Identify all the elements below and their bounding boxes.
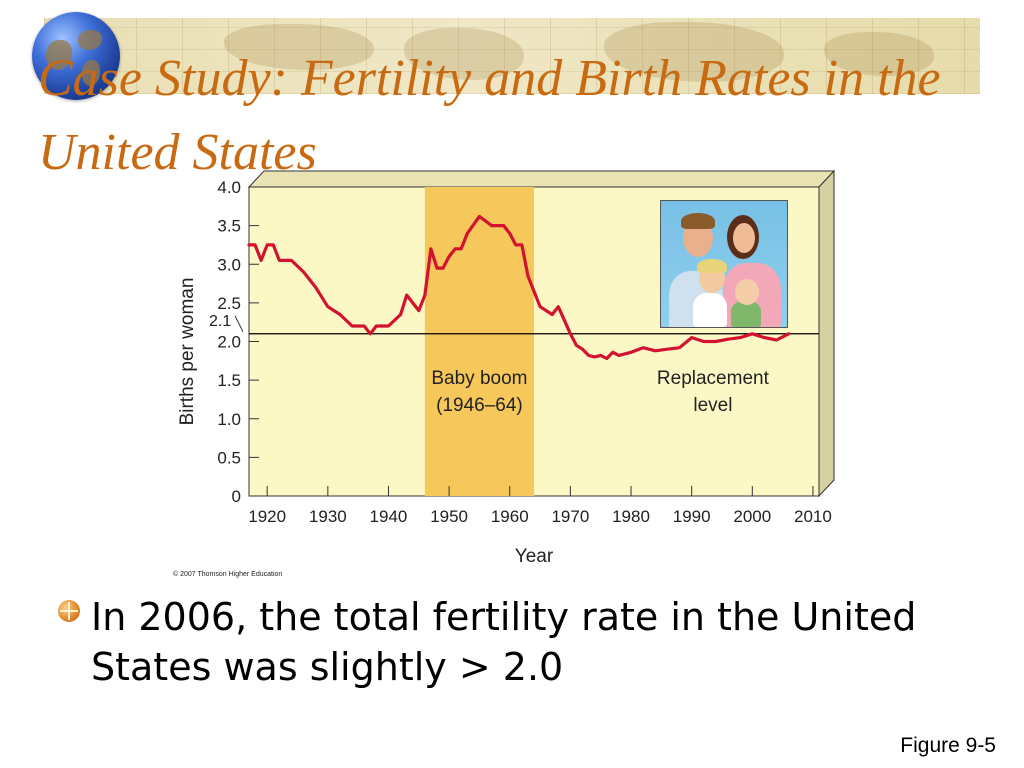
- y-tick-label: 3.0: [217, 255, 241, 274]
- y-axis-title: Births per woman: [177, 278, 198, 426]
- x-tick-label: 1920: [248, 507, 286, 526]
- x-tick-label: 1980: [612, 507, 650, 526]
- x-axis: 1920 1930 1940 1950 1960 1970 1980 1990 2000 2010: [248, 486, 832, 526]
- x-tick-label: 1950: [430, 507, 468, 526]
- y-tick-label: 3.5: [217, 217, 241, 236]
- y-tick-label: 4.0: [217, 178, 241, 197]
- x-tick-label: 1970: [551, 507, 589, 526]
- fertility-chart: 00.51.01.52.02.53.03.54.0 1920 1930 1940 19…: [177, 169, 836, 567]
- y-tick-label: 2.0: [217, 333, 241, 352]
- y-tick-label: 0: [232, 487, 241, 506]
- x-axis-title: Year: [515, 546, 554, 567]
- replacement-level-leader: [234, 315, 244, 332]
- replacement-level-label-line2: level: [693, 395, 732, 416]
- family-photo: [660, 200, 788, 328]
- x-tick-label: 1940: [370, 507, 408, 526]
- y-tick-label: 2.5: [217, 294, 241, 313]
- replacement-level-value-label: 2.1: [209, 313, 231, 330]
- baby-boom-years-label: (1946–64): [436, 395, 523, 416]
- x-tick-label: 1960: [491, 507, 529, 526]
- bullet-text: In 2006, the total fertility rate in the…: [91, 595, 917, 689]
- y-axis: 0 0.5 1.0 1.5 2.0 2.5 3.0 3.5 4.0: [217, 178, 259, 506]
- y-tick-label: 0.5: [217, 448, 241, 467]
- x-tick-label: 2000: [733, 507, 771, 526]
- baby-boom-label: Baby boom: [431, 368, 527, 389]
- x-tick-label: 1990: [673, 507, 711, 526]
- x-tick-label: 1930: [309, 507, 347, 526]
- baby-boom-band: [424, 187, 534, 496]
- y-tick-label: 1.0: [217, 410, 241, 429]
- frame-top: [247, 170, 836, 188]
- slide-title: Case Study: Fertility and Birth Rates in…: [38, 50, 941, 181]
- replacement-level-label: Replacement: [657, 368, 770, 389]
- globe-icon: [32, 12, 120, 100]
- title-banner: [44, 18, 980, 94]
- y-tick-label: 1.5: [217, 371, 241, 390]
- copyright-note: © 2007 Thomson Higher Education: [173, 571, 283, 578]
- figure-label: Figure 9-5: [900, 734, 996, 757]
- frame-side: [818, 169, 835, 498]
- bullet-icon: [58, 600, 80, 622]
- x-tick-label: 2010: [794, 507, 832, 526]
- fertility-rate-line: [247, 214, 791, 361]
